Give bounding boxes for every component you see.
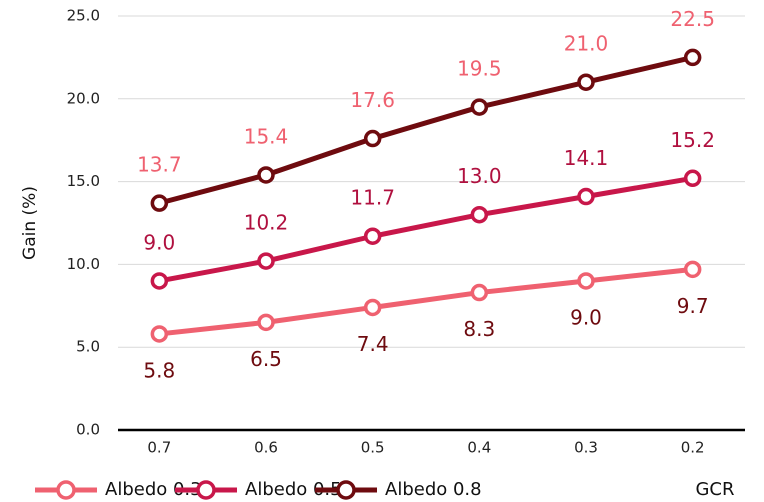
data-label: 9.7: [677, 294, 709, 318]
point: [363, 129, 382, 148]
legend-marker: [196, 480, 216, 500]
data-label: 13.0: [457, 164, 502, 188]
data-label: 6.5: [250, 347, 282, 371]
y-tick-label: 5.0: [76, 338, 100, 356]
x-tick-label: 0.4: [467, 439, 491, 457]
data-label: 19.5: [457, 57, 502, 81]
data-label: 13.7: [137, 153, 182, 177]
data-label: 15.2: [670, 128, 715, 152]
legend-label: Albedo 0.8: [385, 479, 482, 500]
data-label: 8.3: [463, 317, 495, 341]
data-label: 14.1: [564, 146, 609, 170]
point: [150, 194, 169, 212]
x-tick-label: 0.3: [574, 439, 598, 457]
point: [257, 166, 275, 184]
data-label: 9.0: [570, 305, 602, 329]
x-tick-label: 0.5: [361, 439, 385, 457]
series-line: [158, 175, 694, 284]
point: [257, 252, 275, 270]
data-label: 11.7: [350, 186, 395, 210]
data-label: 7.4: [357, 332, 389, 356]
point: [257, 313, 275, 332]
y-tick-label: 0.0: [76, 421, 100, 439]
y-tick-label: 10.0: [67, 255, 100, 273]
x-tick-label: 0.6: [254, 439, 278, 457]
point: [150, 272, 169, 290]
data-label: 9.0: [143, 230, 175, 254]
point: [363, 298, 382, 317]
data-label: 21.0: [564, 32, 609, 56]
x-tick-label: 0.7: [147, 439, 171, 457]
x-tick-label: 0.2: [681, 439, 705, 457]
legend-marker: [56, 480, 76, 500]
data-label: 22.5: [670, 7, 715, 31]
series-line: [159, 266, 693, 337]
y-tick-label: 20.0: [67, 89, 100, 107]
point: [150, 325, 169, 343]
data-label: 15.4: [244, 124, 289, 148]
point: [470, 283, 489, 302]
point: [470, 98, 489, 116]
series-line: [158, 54, 694, 206]
point: [683, 260, 702, 279]
point: [577, 187, 595, 206]
legend-label: Albedo 0.5: [245, 479, 342, 500]
point: [577, 73, 595, 91]
data-label: 17.6: [350, 88, 395, 112]
y-tick-label: 25.0: [67, 7, 100, 25]
point: [683, 169, 702, 188]
y-axis-label: Gain (%): [20, 186, 40, 260]
data-label: 5.8: [143, 358, 175, 382]
x-axis-label: GCR: [695, 479, 734, 500]
point: [470, 205, 489, 224]
legend-marker: [336, 480, 356, 500]
point: [363, 227, 382, 245]
y-tick-label: 15.0: [67, 172, 100, 190]
data-label: 10.2: [244, 211, 289, 235]
point: [683, 48, 702, 67]
point: [577, 272, 595, 290]
legend-label: Albedo 0.3: [105, 479, 202, 500]
